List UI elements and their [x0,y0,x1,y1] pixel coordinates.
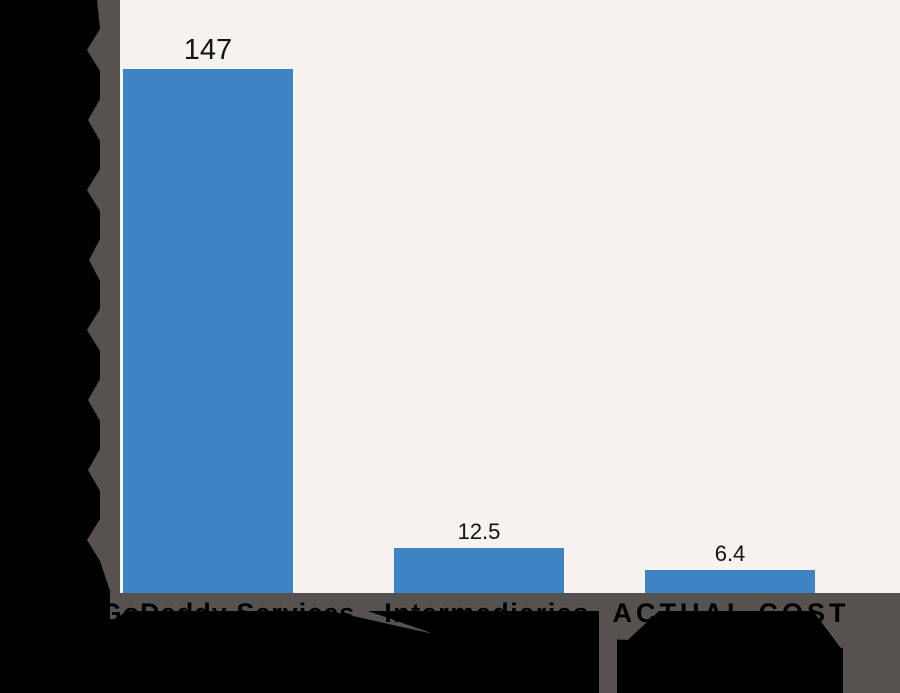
x-axis-category-label-2: ACTUAL COST [612,598,850,628]
bar-value-label-2: 6.4 [714,541,746,566]
bar-0 [123,69,293,593]
bar-1 [394,548,564,593]
bar-2 [645,570,815,593]
bar-value-label-1: 12.5 [457,519,501,544]
label-silhouette-blob-3 [618,611,843,693]
x-axis-category-label-1: Intermediaries [384,598,590,628]
bar-value-label-0: 147 [183,34,233,66]
shadow-gap-column [599,593,617,693]
x-axis-category-label-0: GoDaddy Services [100,598,356,628]
shadow-right-corner [843,593,900,693]
y-axis-shadow-strip [87,0,120,615]
label-silhouette-blob-2 [368,611,599,693]
label-silhouette-blob-1 [80,611,445,693]
